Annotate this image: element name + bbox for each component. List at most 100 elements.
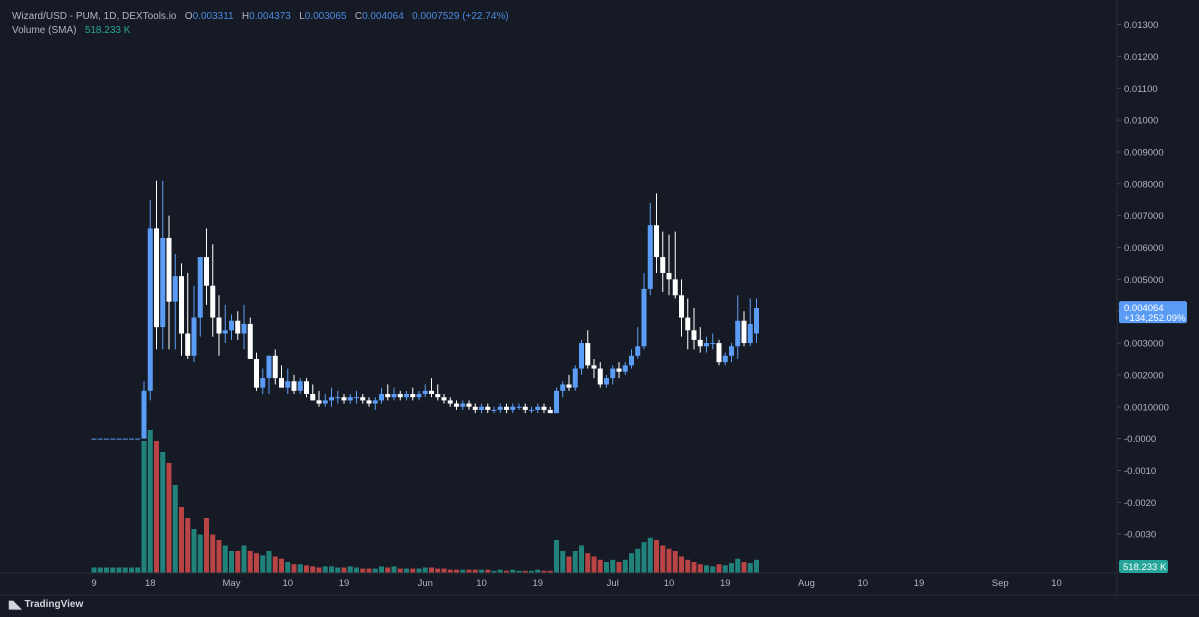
- volume-bar: [172, 485, 178, 573]
- volume-bar: [222, 545, 228, 573]
- candle-body: [422, 390, 428, 395]
- candle-body: [416, 394, 422, 398]
- candle-body: [322, 400, 328, 404]
- y-tick-label: 0.002000: [1124, 370, 1164, 381]
- candle-body: [479, 406, 484, 410]
- volume-bar: [366, 568, 372, 573]
- volume-bar: [460, 569, 466, 573]
- volume-bar: [591, 556, 597, 573]
- candle-body: [704, 343, 709, 347]
- volume-bar: [679, 556, 684, 573]
- volume-bar: [529, 570, 534, 573]
- volume-bar: [272, 556, 278, 573]
- candle-body: [635, 346, 641, 356]
- volume-bar: [347, 566, 353, 573]
- volume-badge-text: 518.233 K: [1123, 562, 1167, 573]
- volume-bar: [310, 566, 316, 573]
- volume-bar: [147, 430, 153, 573]
- volume-bar: [410, 568, 416, 573]
- y-tick-label: 0.01100: [1124, 84, 1158, 95]
- volume-bar: [497, 569, 503, 573]
- axes: 0.01300 0.01200 0.01100 0.01000 0.009000 0.00…: [0, 0, 1199, 596]
- y-tick-label: -0.0030: [1124, 530, 1156, 541]
- candle-body: [429, 390, 434, 395]
- change-value: 0.0007529 (+22.74%): [412, 11, 509, 22]
- volume-bar: [485, 569, 491, 573]
- candle-body: [147, 228, 153, 391]
- volume-bar: [554, 540, 559, 573]
- last-price-text: 0.004064: [1124, 303, 1164, 314]
- volume-bar: [547, 570, 553, 573]
- volume-bar: [360, 568, 366, 573]
- volume-bar: [566, 556, 572, 573]
- candle-body: [679, 295, 684, 318]
- volume-bar: [391, 566, 397, 573]
- candle-body: [279, 378, 284, 388]
- volume-bar: [616, 562, 622, 573]
- candle-body: [447, 400, 453, 404]
- volume-bar: [179, 507, 184, 573]
- volume-bar: [97, 567, 103, 573]
- tradingview-brand[interactable]: ▮◣ TradingView: [8, 598, 83, 611]
- volume-bar: [216, 540, 222, 573]
- volume-bar: [660, 545, 666, 573]
- volume-bar: [297, 564, 303, 573]
- volume-badge: [1119, 560, 1168, 573]
- candle-body: [247, 323, 253, 359]
- candle-body: [604, 378, 609, 385]
- volume-bar: [472, 569, 478, 573]
- candle-body: [510, 406, 516, 410]
- candle-body: [485, 406, 491, 410]
- y-tick-label: -0.0000: [1124, 434, 1156, 445]
- candles: [91, 180, 759, 440]
- candle-body: [691, 330, 697, 340]
- candle-body: [616, 368, 622, 372]
- candle-body: [504, 406, 509, 410]
- candle-body: [622, 365, 628, 372]
- x-tick-label: May: [223, 578, 241, 589]
- ohlc-row: Wizard/USD - PUM, 1D, DEXTools.io O0.003…: [12, 10, 509, 24]
- y-tick-label: 0.003000: [1124, 339, 1164, 350]
- y-tick-label: 0.0010000: [1124, 402, 1169, 413]
- x-tick-label: 18: [145, 578, 156, 589]
- x-tick-label: 19: [914, 578, 925, 589]
- volume-bar: [585, 553, 591, 573]
- candle-body: [91, 438, 97, 440]
- volume-value: 518.233 K: [84, 25, 131, 36]
- x-tick-label: 9: [91, 578, 96, 589]
- candle-body: [160, 237, 166, 328]
- volume-bar: [279, 558, 284, 573]
- candle-body: [497, 406, 503, 410]
- y-tick-label: -0.0010: [1124, 466, 1156, 477]
- close-value: 0.004064: [362, 11, 404, 22]
- candle-body: [522, 406, 528, 410]
- candle-body: [354, 397, 359, 399]
- candle-body: [266, 355, 272, 379]
- volume-bar: [210, 534, 216, 573]
- candle-body: [410, 394, 416, 398]
- candle-body: [366, 400, 372, 404]
- x-tick-label: 10: [476, 578, 487, 589]
- candle-body: [260, 378, 266, 388]
- volume-bar: [572, 551, 578, 573]
- volume-label: Volume (SMA): [12, 25, 77, 36]
- candle-body: [441, 397, 447, 401]
- y-tick-label: 0.01000: [1124, 116, 1158, 127]
- volume-bar: [535, 569, 541, 573]
- volume-bar: [322, 566, 328, 573]
- volume-bar: [91, 567, 97, 573]
- volume-bar: [641, 542, 647, 573]
- candle-body: [741, 320, 747, 344]
- x-tick-label: Sep: [992, 578, 1009, 589]
- low-value: 0.003065: [304, 11, 347, 22]
- candle-body: [141, 390, 147, 439]
- volume-bar: [710, 566, 716, 573]
- volume-bar: [491, 570, 497, 573]
- candle-body: [747, 323, 753, 344]
- volume-bar: [160, 452, 166, 573]
- volume-bar: [647, 537, 653, 573]
- volume-bar: [291, 564, 297, 573]
- volume-bar: [266, 551, 272, 573]
- volume-bar: [729, 563, 734, 573]
